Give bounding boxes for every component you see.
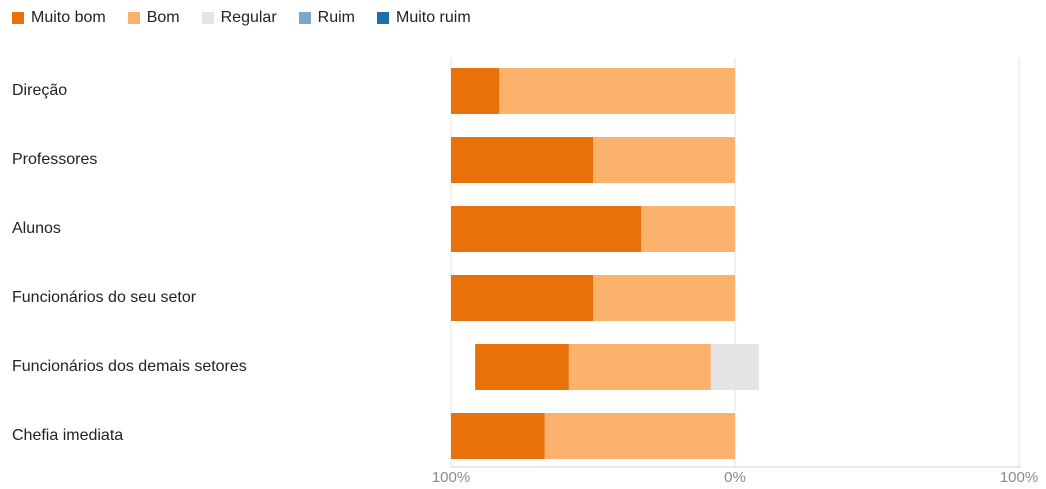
legend-label: Ruim <box>317 9 355 26</box>
bar-segment <box>451 137 593 183</box>
chart-legend: Muito bom Bom Regular Ruim Muito ruim <box>12 8 493 28</box>
legend-item: Regular <box>201 9 277 27</box>
category-label: Funcionários dos demais setores <box>12 358 247 375</box>
legend-item: Ruim <box>298 9 355 27</box>
legend-label: Muito bom <box>31 9 106 26</box>
category-label: Direção <box>12 82 68 99</box>
category-label: Funcionários do seu setor <box>12 289 197 306</box>
bar-segment <box>451 275 593 321</box>
legend-label: Bom <box>146 9 180 26</box>
legend-label: Regular <box>220 9 277 26</box>
legend-item: Muito ruim <box>376 9 471 27</box>
bar-segment <box>568 344 711 390</box>
legend-label: Muito ruim <box>395 9 471 26</box>
bar-segment <box>544 413 735 459</box>
legend-item: Muito bom <box>12 9 106 27</box>
x-tick-label: 0% <box>724 469 746 486</box>
legend-item: Bom <box>127 9 180 27</box>
bar-segment <box>451 413 545 459</box>
bar-segment <box>499 68 735 114</box>
legend-swatch <box>376 12 389 24</box>
x-tick-label: 100% <box>432 469 470 486</box>
category-label: Chefia imediata <box>12 427 124 444</box>
bar-segment <box>593 275 735 321</box>
bar-segment <box>451 206 642 252</box>
category-label: Alunos <box>12 220 61 237</box>
category-label: Professores <box>12 151 98 168</box>
x-tick-label: 100% <box>1000 469 1038 486</box>
bar-segment <box>593 137 735 183</box>
legend-swatch <box>298 12 311 24</box>
bar-segment <box>641 206 735 252</box>
legend-swatch <box>201 12 214 24</box>
legend-swatch <box>12 12 24 24</box>
bar-segment <box>451 68 500 114</box>
bar-segment <box>475 344 569 390</box>
legend-swatch <box>127 12 140 24</box>
bar-segment <box>710 344 760 390</box>
